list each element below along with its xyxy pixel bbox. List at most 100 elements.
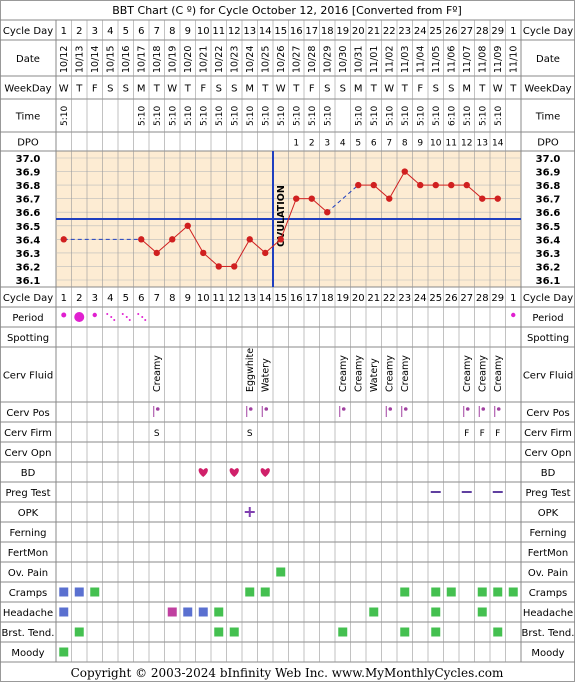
temp-line-segment: [388, 171, 406, 199]
cramps-marker: [493, 587, 503, 597]
cycle-day-number-bottom: 5: [123, 293, 129, 304]
row-label-right-date: Date: [536, 54, 560, 65]
temp-line-segment: [466, 184, 483, 200]
temp-tick-left: 36.2: [16, 262, 41, 273]
cycle-day-number-bottom: 19: [336, 293, 349, 304]
temp-tick-right: 36.9: [536, 168, 561, 179]
cycle-day-number: 11: [212, 26, 225, 37]
cramps-marker: [400, 587, 410, 597]
temp-tick-right: 36.4: [536, 235, 561, 246]
dpo-number: 9: [417, 139, 423, 149]
cerv-pos-dot: [341, 407, 346, 411]
cycle-day-number: 6: [138, 26, 144, 37]
weekday-letter: S: [448, 84, 454, 95]
chart-title: BBT Chart (C º) for Cycle October 12, 20…: [112, 4, 462, 17]
row-label-left-spotting: Spotting: [7, 333, 49, 344]
temp-tick-left: 36.5: [16, 222, 41, 233]
cerv-pos-dot: [403, 407, 408, 411]
breast-tenderness-marker: [214, 627, 224, 637]
cycle-day-number-bottom: 9: [185, 293, 191, 304]
row-label-left-cramps: Cramps: [9, 588, 48, 599]
temp-point: [463, 181, 470, 189]
row-label-right-spotting: Spotting: [527, 333, 569, 344]
temp-tick-right: 36.1: [536, 276, 561, 287]
weekday-letter: T: [292, 84, 300, 95]
cycle-day-number: 15: [274, 26, 287, 37]
temp-tick-left: 36.9: [16, 168, 41, 179]
temp-point: [401, 168, 408, 175]
period-spot: [144, 319, 147, 321]
temp-point: [262, 249, 269, 257]
cycle-day-number-bottom: 20: [352, 293, 365, 304]
time-label: 5:10: [199, 106, 209, 126]
cycle-day-number-bottom: 28: [476, 293, 489, 304]
temp-tick-left: 36.7: [16, 195, 41, 206]
cerv-fluid-label: Creamy: [400, 355, 411, 392]
cycle-day-number: 29: [491, 26, 504, 37]
cycle-day-number: 9: [185, 26, 191, 37]
weekday-letter: T: [153, 84, 161, 95]
row-label-right-ov_pain: Ov. Pain: [528, 568, 568, 579]
date-label: 10/15: [105, 46, 116, 73]
cycle-day-number-bottom: 14: [259, 293, 272, 304]
cramps-marker: [59, 587, 69, 597]
cycle-day-number: 14: [259, 26, 272, 37]
cerv-pos-dot: [496, 407, 501, 411]
period-dot: [92, 312, 97, 318]
date-label: 10/14: [90, 46, 101, 73]
cycle-day-number-bottom: 8: [169, 293, 175, 304]
row-label-left-date: Date: [16, 54, 40, 65]
cycle-day-number: 12: [228, 26, 241, 37]
weekday-letter: S: [231, 84, 237, 95]
cerv-firm-letter: F: [464, 429, 469, 439]
row-label-right-cerv_pos: Cerv Pos: [526, 408, 569, 419]
date-label: 10/29: [322, 46, 333, 73]
period-spot: [141, 316, 144, 318]
row-label-left-bd: BD: [21, 468, 36, 479]
cerv-fluid-label: Creamy: [152, 355, 163, 392]
time-label: 5:10: [323, 106, 333, 126]
cerv-pos-dot: [481, 407, 486, 411]
ov-pain-marker: [276, 567, 286, 577]
temp-line-segment: [264, 238, 282, 254]
time-label: 5:10: [370, 106, 380, 126]
temp-tick-left: 37.0: [16, 154, 41, 165]
cerv-fluid-label: Watery: [260, 358, 271, 392]
weekday-letter: F: [417, 84, 423, 95]
cerv-fluid-label: Eggwhite: [245, 348, 256, 392]
cycle-day-number-bottom: 16: [290, 293, 303, 304]
headache-marker: [477, 607, 487, 617]
period-spot: [125, 316, 128, 318]
row-label-right-opk: OPK: [538, 508, 559, 519]
temp-point: [386, 195, 393, 202]
cerv-firm-letter: S: [247, 429, 253, 439]
time-label: 5:10: [137, 106, 147, 126]
cycle-day-number-bottom: 18: [321, 293, 334, 304]
cycle-day-number-bottom: 13: [243, 293, 256, 304]
row-label-left-dpo: DPO: [17, 138, 39, 149]
temp-point: [370, 181, 377, 189]
date-label: 10/12: [59, 46, 70, 73]
dpo-number: 13: [477, 139, 488, 149]
row-label-right-preg_test: Preg Test: [525, 488, 570, 499]
row-label-left-cycle_day: Cycle Day: [3, 293, 53, 304]
time-label: 5:10: [292, 106, 302, 126]
cycle-day-number: 5: [123, 26, 129, 37]
temp-point: [448, 181, 455, 189]
cycle-day-number: 3: [92, 26, 98, 37]
date-label: 11/04: [415, 46, 426, 73]
cycle-day-number: 16: [290, 26, 303, 37]
weekday-letter: F: [200, 84, 206, 95]
weekday-letter: W: [276, 84, 286, 95]
cycle-day-number-bottom: 3: [92, 293, 98, 304]
weekday-letter: T: [75, 84, 83, 95]
dpo-number: 2: [309, 139, 315, 149]
weekday-letter: T: [509, 84, 517, 95]
cycle-day-number-bottom: 2: [76, 293, 82, 304]
cerv-fluid-label: Creamy: [338, 355, 349, 392]
temp-tick-left: 36.3: [16, 249, 41, 260]
row-label-left-cerv_pos: Cerv Pos: [6, 408, 49, 419]
date-label: 10/21: [198, 46, 209, 73]
ovulation-label: OVULATION: [276, 185, 287, 247]
cycle-day-number-bottom: 12: [228, 293, 241, 304]
